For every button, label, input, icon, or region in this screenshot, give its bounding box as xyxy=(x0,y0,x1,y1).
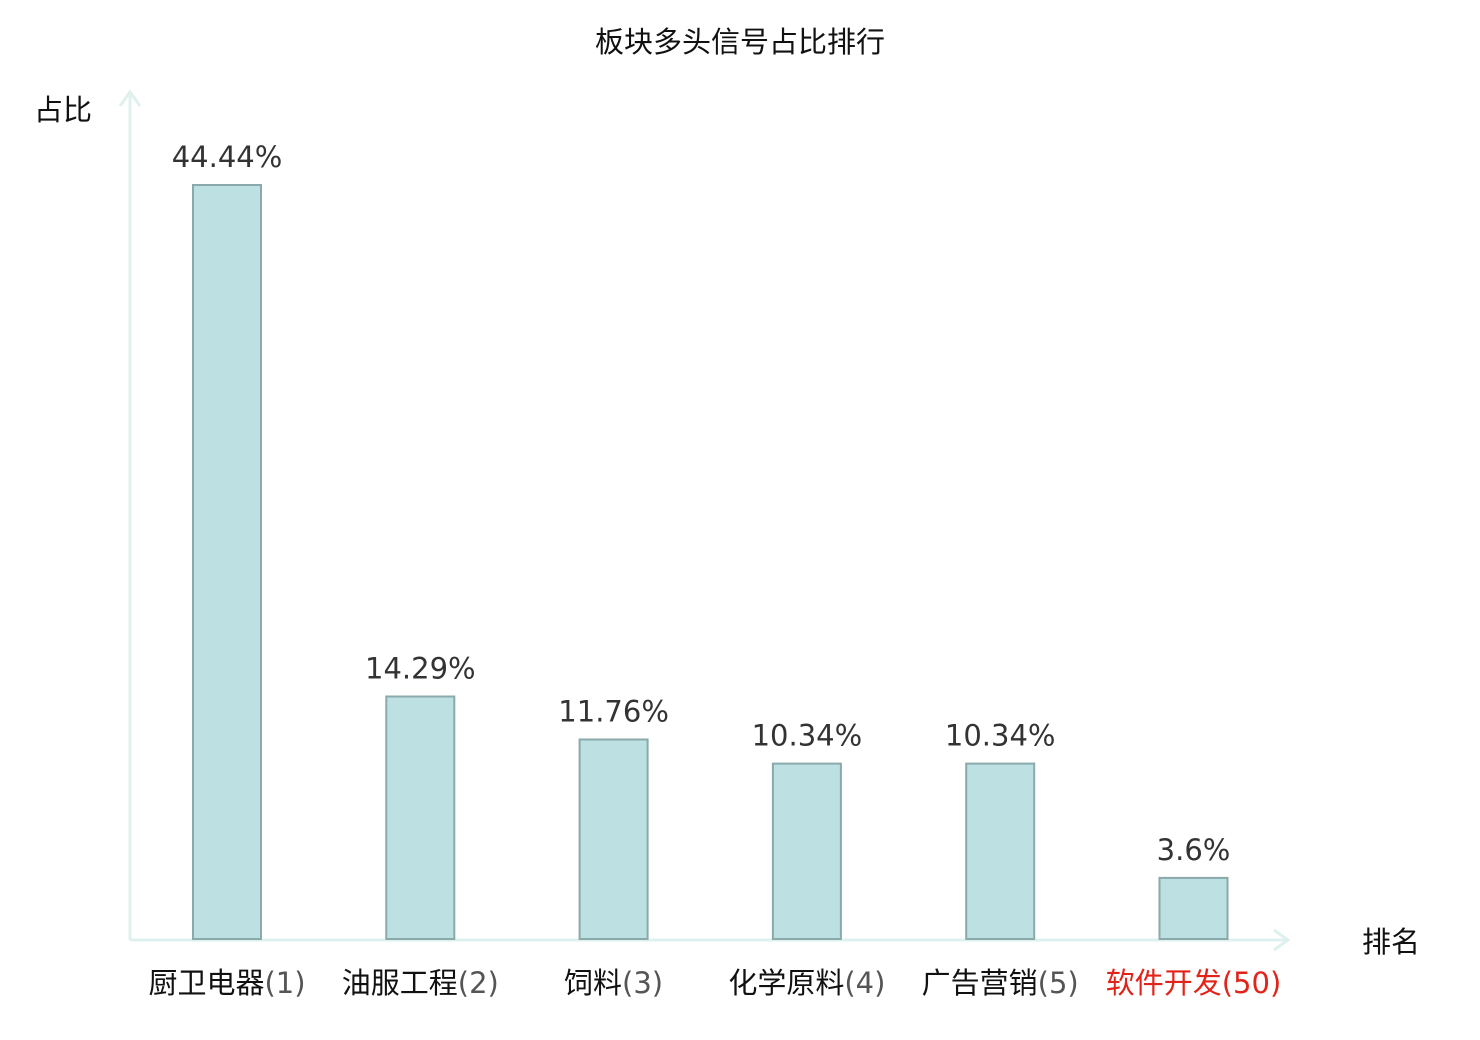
category-label: 化学原料(4) xyxy=(728,966,885,1000)
bar-value-label: 10.34% xyxy=(752,719,863,753)
bars-group xyxy=(192,184,1229,941)
value-labels-group: 44.44% 14.29% 11.76% 10.34% 10.34% 3.6% xyxy=(172,140,1231,867)
y-axis-label: 占比 xyxy=(34,93,92,127)
category-rank: (4) xyxy=(844,966,885,1000)
x-axis-arrow xyxy=(1273,928,1291,952)
x-axis-label: 排名 xyxy=(1362,925,1420,959)
category-rank: (5) xyxy=(1038,966,1079,1000)
bar-3 xyxy=(578,738,649,940)
category-rank: (1) xyxy=(264,966,305,1000)
bar-value-label: 10.34% xyxy=(945,719,1056,753)
category-name: 广告营销 xyxy=(922,966,1038,1000)
bar-1 xyxy=(192,184,262,940)
category-rank: (3) xyxy=(622,966,663,1000)
category-name: 软件开发 xyxy=(1106,966,1222,1000)
category-label: 软件开发(50) xyxy=(1106,966,1282,1000)
bar-value-label: 44.44% xyxy=(172,140,283,174)
category-name: 厨卫电器 xyxy=(148,966,264,1000)
category-name: 化学原料 xyxy=(728,966,844,1000)
category-label: 油服工程(2) xyxy=(342,966,499,1000)
category-name: 饲料 xyxy=(564,966,622,1000)
category-labels-group: 厨卫电器(1) 油服工程(2) 饲料(3) 化学原料(4) 广告营销(5) 软件开发(50… xyxy=(148,966,1281,1000)
y-axis-arrow xyxy=(118,89,142,107)
category-label: 广告营销(5) xyxy=(922,966,1079,1000)
bar-5 xyxy=(965,762,1036,940)
bar-4 xyxy=(771,762,842,940)
category-label: 饲料(3) xyxy=(564,966,663,1000)
category-label: 厨卫电器(1) xyxy=(148,966,305,1000)
bar-value-label: 11.76% xyxy=(558,695,669,729)
category-rank: (2) xyxy=(458,966,499,1000)
bar-value-label: 14.29% xyxy=(365,652,476,686)
bar-2 xyxy=(385,695,456,940)
chart-title: 板块多头信号占比排行 xyxy=(595,25,885,59)
category-name: 油服工程 xyxy=(342,966,458,1000)
bar-6 xyxy=(1158,876,1229,941)
bar-value-label: 3.6% xyxy=(1157,833,1231,867)
category-rank: (50) xyxy=(1222,966,1282,1000)
axes xyxy=(118,89,1291,952)
